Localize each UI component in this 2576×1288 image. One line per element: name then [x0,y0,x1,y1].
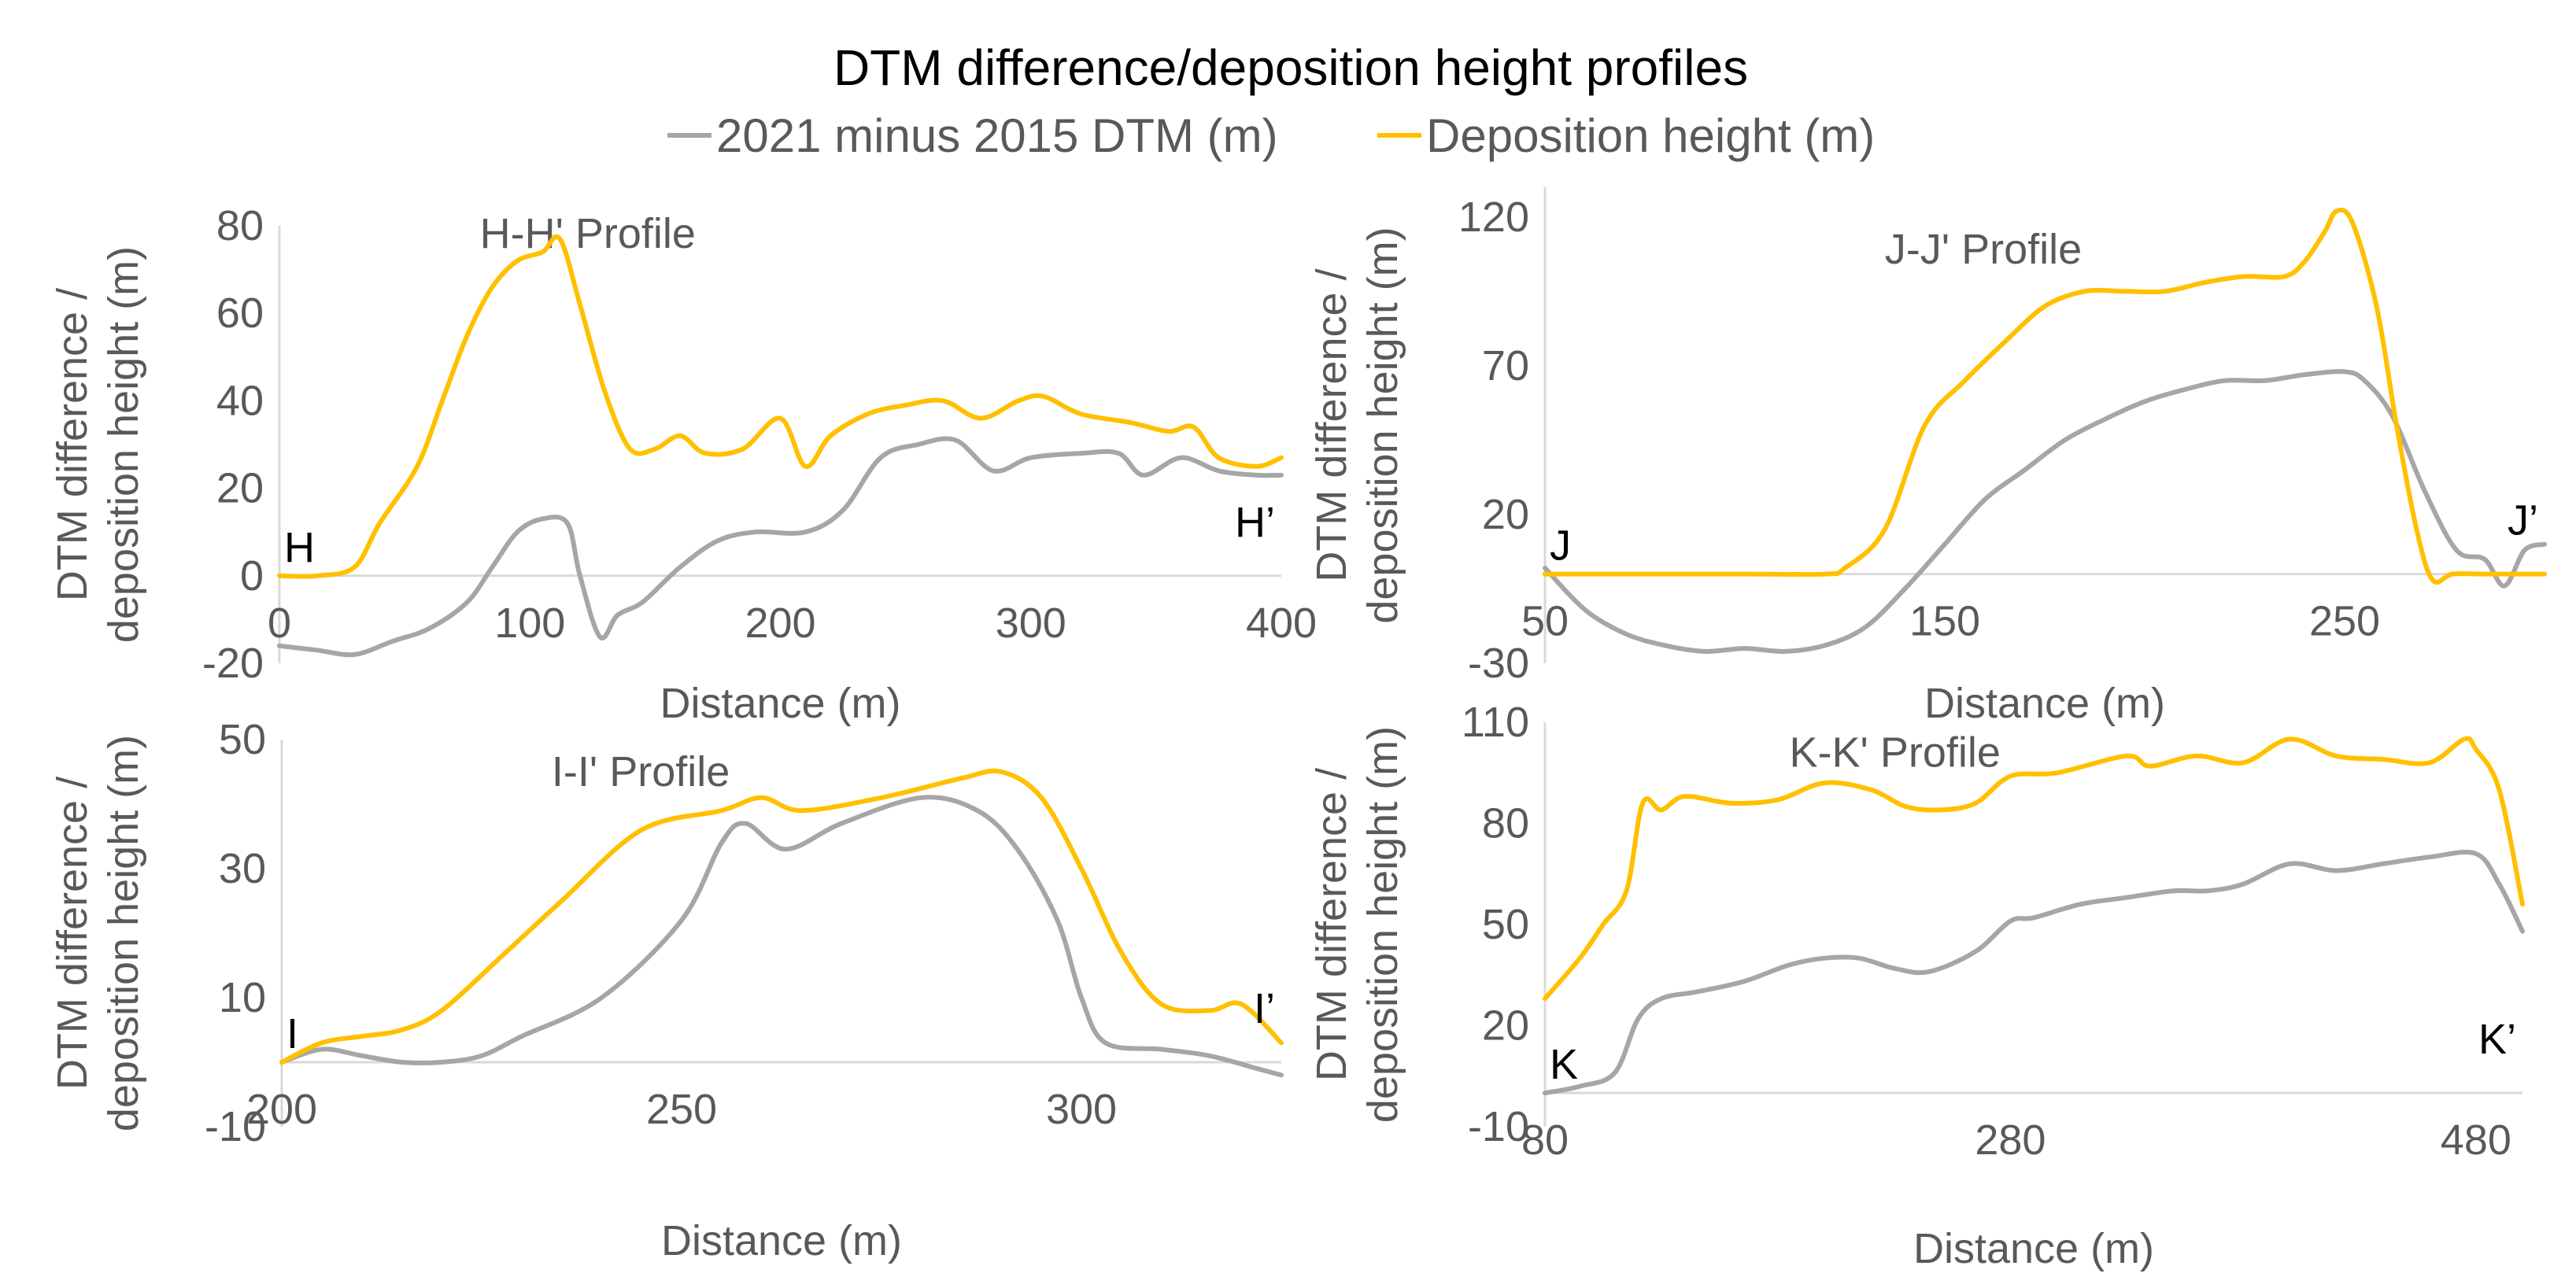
x-tick-label: 200 [246,1086,317,1133]
series-line-deposition-height [277,234,1284,579]
profile-start-label: J [1550,522,1571,570]
x-tick-label: 80 [1521,1116,1569,1164]
y-tick-label: 40 [216,377,264,424]
y-tick-label: 20 [1482,1002,1529,1050]
profile-end-label: K’ [2478,1016,2516,1063]
y-tick-label: 10 [219,974,266,1021]
profile-annotation: H-H' Profile [480,210,696,257]
y-tick-label: 50 [219,716,266,763]
profile-end-label: H’ [1235,499,1275,546]
series-line-dtm-difference [277,436,1284,658]
profile-start-label: K [1550,1041,1578,1088]
y-tick-label: 0 [240,552,264,600]
y-tick-label: 60 [216,290,264,337]
y-tick-label: 110 [1462,699,1529,746]
x-tick-label: 200 [745,600,815,647]
y-axis-label: DTM difference / [1308,268,1355,581]
legend-label-deposition: Deposition height (m) [1426,109,1875,162]
y-tick-label: -10 [205,1103,266,1150]
series-line-dtm-difference [279,795,1284,1078]
profile-annotation: J-J' Profile [1885,226,2082,273]
y-tick-label: 20 [216,465,264,512]
x-axis-label: Distance (m) [660,680,900,727]
y-tick-label: -30 [1468,640,1529,687]
x-tick-label: 400 [1246,600,1317,647]
x-tick-label: 0 [268,600,291,647]
x-tick-label: 250 [2309,598,2380,645]
series-line-deposition-height [1543,207,2547,585]
x-tick-label: 100 [494,600,565,647]
x-tick-label: 480 [2441,1116,2511,1164]
panel-j-profile: -30 20 70 120 50 150 250 Distance (m) DTM differ… [1308,187,2547,727]
x-axis-label: Distance (m) [661,1217,902,1264]
y-axis-label: DTM difference / [49,777,96,1090]
x-tick-label: 50 [1521,598,1569,645]
y-tick-label: -10 [1468,1103,1529,1150]
panel-k-profile: -10 20 50 80 110 80 280 480 Distance (m) DTM diff… [1308,699,2525,1272]
panel-i-profile: -10 10 30 50 200 250 300 Distance (m) DTM differ… [49,716,1284,1264]
legend-label-dtm: 2021 minus 2015 DTM (m) [716,109,1278,162]
y-axis-label: deposition height (m) [1359,726,1406,1123]
x-axis-label: Distance (m) [1913,1225,2154,1272]
y-tick-label: 120 [1458,194,1529,241]
y-tick-label: -20 [202,640,264,687]
profile-end-label: I’ [1254,985,1275,1032]
y-tick-label: 20 [1482,491,1529,538]
x-tick-label: 300 [996,600,1066,647]
series-line-deposition-height [279,768,1284,1065]
legend: 2021 minus 2015 DTM (m) Deposition heigh… [667,109,1875,162]
x-tick-label: 300 [1046,1086,1117,1133]
y-tick-label: 30 [219,845,266,892]
y-axis-label: DTM difference / [49,288,96,601]
y-tick-label: 50 [1482,901,1529,948]
y-tick-label: 80 [1482,800,1529,847]
profile-start-label: H [284,524,315,571]
profile-end-label: J’ [2508,497,2538,544]
profile-start-label: I [286,1010,298,1057]
x-tick-label: 150 [1909,598,1980,645]
y-axis-label: deposition height (m) [100,246,147,643]
y-axis-label: deposition height (m) [100,735,147,1131]
profile-annotation: K-K' Profile [1790,729,2001,777]
x-tick-label: 280 [1975,1116,2046,1164]
y-axis-label: deposition height (m) [1359,227,1406,623]
series-line-deposition-height [1543,736,2525,1002]
y-tick-label: 70 [1482,342,1529,389]
x-axis-label: Distance (m) [1924,680,2165,727]
x-tick-label: 250 [646,1086,717,1133]
figure-title: DTM difference/deposition height profile… [833,39,1748,96]
profile-annotation: I-I' Profile [552,748,730,795]
y-axis-label: DTM difference / [1308,768,1355,1081]
series-line-dtm-difference [1543,369,2547,654]
y-tick-label: 80 [216,202,264,249]
series-line-dtm-difference [1543,849,2525,1096]
